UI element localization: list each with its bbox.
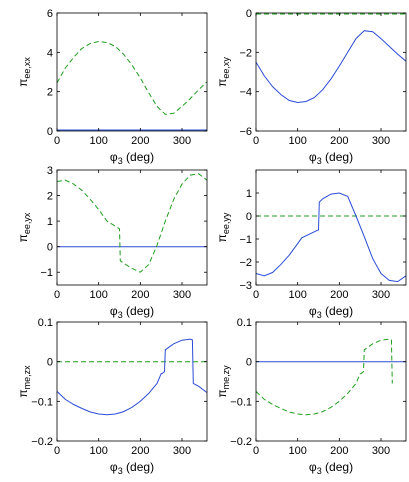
y-axis-label: πee,xx <box>16 57 32 87</box>
y-tick-label: 0.1 <box>237 317 252 329</box>
x-tick-label: 100 <box>89 135 107 147</box>
axes-frame <box>255 12 407 132</box>
x-tick-label: 0 <box>54 289 60 301</box>
y-tick-label: −1 <box>239 234 252 246</box>
x-tick-label: 100 <box>288 135 306 147</box>
axes-frame <box>56 169 208 286</box>
y-tick-label: −2 <box>239 47 252 59</box>
y-tick-label: 0.1 <box>38 317 53 329</box>
x-tick-label: 300 <box>173 445 191 457</box>
x-tick-label: 100 <box>89 289 107 301</box>
y-axis-label: πme,zx <box>16 365 32 398</box>
series-line-2 <box>256 192 406 283</box>
x-tick-label: 300 <box>372 135 390 147</box>
subplot-1: 0 100 200 300 0 2 4 6 φ3 (deg) πee,xx <box>16 8 208 166</box>
y-tick-label: −6 <box>239 126 252 138</box>
axes-frame <box>255 321 407 442</box>
x-tick-label: 200 <box>131 445 149 457</box>
x-tick-label: 200 <box>330 135 348 147</box>
y-tick-label: −3 <box>239 280 252 292</box>
x-axis-label: φ3 (deg) <box>110 150 154 166</box>
x-axis-label: φ3 (deg) <box>309 150 353 166</box>
x-axis-label: φ3 (deg) <box>309 460 353 476</box>
axes-frame <box>56 12 208 132</box>
x-tick-label: 100 <box>89 445 107 457</box>
y-tick-label: 1 <box>47 216 53 228</box>
y-tick-label: −4 <box>239 87 252 99</box>
x-axis-label: φ3 (deg) <box>110 304 154 320</box>
series-line-2 <box>57 40 207 115</box>
y-tick-label: −2 <box>239 257 252 269</box>
y-tick-label: 2 <box>47 87 53 99</box>
y-tick-label: 1 <box>246 188 252 200</box>
y-tick-label: 6 <box>47 8 53 20</box>
y-tick-label: 0 <box>246 211 252 223</box>
x-tick-label: 0 <box>253 135 259 147</box>
x-tick-label: 0 <box>54 135 60 147</box>
y-tick-label: 2 <box>47 191 53 203</box>
subplot-5: 0 100 200 300 −0.2 −0.1 0 0.1 φ3 (deg) πme,zx <box>16 317 208 476</box>
y-axis-label: πee,yx <box>16 212 32 242</box>
y-axis-label: πme,zy <box>215 365 231 398</box>
y-tick-label: 3 <box>47 165 53 177</box>
subplot-6: 0 100 200 300 −0.2 −0.1 0 0.1 φ3 (deg) πme,zy <box>215 317 407 476</box>
y-axis-label: πee,yy <box>215 212 231 242</box>
subplot-2: 0 100 200 300 −6 −4 −2 0 φ3 (deg) πee,xy <box>215 8 407 166</box>
axes-frame <box>255 169 407 286</box>
x-tick-label: 100 <box>288 289 306 301</box>
y-tick-label: −0.1 <box>230 396 252 408</box>
x-tick-label: 300 <box>173 289 191 301</box>
y-tick-label: 0 <box>47 357 53 369</box>
x-tick-label: 0 <box>253 289 259 301</box>
y-tick-label: −0.2 <box>230 436 252 448</box>
series-line-2 <box>57 338 207 416</box>
series-line-2 <box>57 173 207 273</box>
x-tick-label: 300 <box>372 445 390 457</box>
x-tick-label: 0 <box>54 445 60 457</box>
x-tick-label: 0 <box>253 445 259 457</box>
x-tick-label: 300 <box>173 135 191 147</box>
y-tick-label: 0 <box>47 242 53 254</box>
x-tick-label: 300 <box>372 289 390 301</box>
axes-frame <box>56 321 208 442</box>
x-tick-label: 200 <box>330 445 348 457</box>
y-tick-label: −0.2 <box>31 436 53 448</box>
y-tick-label: 0 <box>246 8 252 20</box>
x-axis-label: φ3 (deg) <box>110 460 154 476</box>
x-tick-label: 200 <box>330 289 348 301</box>
y-tick-label: −0.1 <box>31 396 53 408</box>
y-tick-label: 0 <box>246 357 252 369</box>
series-line-2 <box>256 30 406 104</box>
subplot-4: 0 100 200 300 −3 −2 −1 0 1 φ3 (deg) πee,yy <box>215 169 407 320</box>
y-tick-label: −1 <box>40 267 53 279</box>
series-line-2 <box>256 338 393 416</box>
y-tick-label: 0 <box>47 126 53 138</box>
y-axis-label: πee,xy <box>215 57 231 87</box>
x-axis-label: φ3 (deg) <box>309 304 353 320</box>
x-tick-label: 100 <box>288 445 306 457</box>
x-tick-label: 200 <box>131 289 149 301</box>
x-tick-label: 200 <box>131 135 149 147</box>
y-tick-label: 4 <box>47 47 53 59</box>
